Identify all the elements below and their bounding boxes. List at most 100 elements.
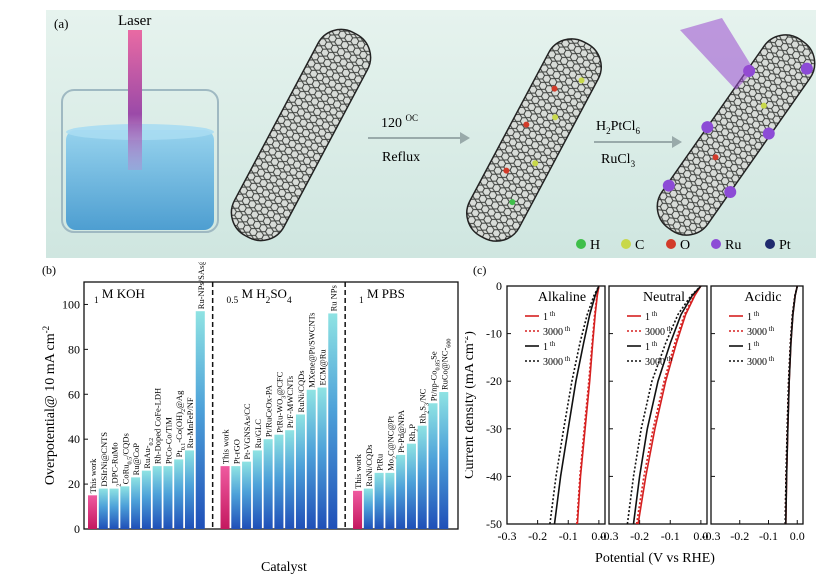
legend-dot-c bbox=[621, 239, 631, 249]
series-line bbox=[784, 285, 799, 525]
y-tick-label: 60 bbox=[68, 387, 80, 401]
x-tick-label: -0.2 bbox=[528, 529, 547, 543]
x-tick-label: -0.2 bbox=[630, 529, 649, 543]
y-axis-label: Overpotential@ 10 mA cm-2 bbox=[41, 326, 58, 485]
x-tick-label: 0.0 bbox=[591, 529, 606, 543]
subplot-title: Alkaline bbox=[538, 290, 586, 305]
panel-b-label: (b) bbox=[42, 263, 56, 277]
bar bbox=[295, 414, 305, 529]
bar bbox=[417, 425, 427, 529]
legend-label-ru: Ru bbox=[725, 238, 741, 253]
y-tick-label: -40 bbox=[486, 469, 502, 483]
overpotential-chart: (b) 0 20 40 60 80 100 Overpotential@ 10 mA cm-2… bbox=[41, 238, 459, 575]
x-tick-label: -0.3 bbox=[600, 529, 619, 543]
y-axis-label: Current density (mA cm-2) bbox=[465, 331, 477, 479]
bar bbox=[396, 454, 406, 529]
series-line bbox=[635, 285, 702, 525]
x-axis-label: Catalyst bbox=[261, 560, 307, 574]
arrow-step-2 bbox=[594, 136, 682, 148]
bar bbox=[252, 450, 262, 529]
bar-label: Pt-rGO bbox=[231, 439, 241, 464]
polarization-curves: (c) Current density (mA cm-2) 0 -10 -20 -30 -4… bbox=[460, 263, 805, 566]
bar-label: This work bbox=[221, 429, 231, 464]
series-line bbox=[576, 285, 600, 525]
element-legend: H C O Ru Pt bbox=[576, 238, 791, 253]
bar bbox=[263, 439, 273, 529]
legend-label-c: C bbox=[635, 238, 644, 253]
bar-label: RuCo@NC-600 bbox=[439, 339, 452, 390]
subplot-frame bbox=[710, 285, 804, 525]
legend-label-o: O bbox=[680, 238, 690, 253]
subplot-frame bbox=[506, 285, 606, 525]
group-title: 1 M PBS bbox=[359, 286, 405, 306]
panel-b-bar-chart: (b) 0 20 40 60 80 100 Overpotential@ 10 mA cm-2… bbox=[40, 238, 460, 575]
bar-label: DSIrNi@CNTS bbox=[99, 432, 109, 487]
bar-label: Pt/RuCeOx-PA bbox=[264, 384, 274, 437]
step-1-condition: 120 OC bbox=[381, 113, 418, 131]
bar bbox=[98, 488, 108, 529]
subplot-title: Acidic bbox=[744, 290, 781, 305]
bar-label: Pt-VGNSAs/CC bbox=[242, 403, 252, 460]
bar-label: Rh2S3/NC bbox=[418, 388, 431, 423]
bar-label: PtRu bbox=[375, 453, 385, 471]
x-tick-label: -0.1 bbox=[661, 529, 680, 543]
laser-cone bbox=[680, 18, 754, 90]
bar bbox=[131, 477, 141, 529]
step-2-reagent-1: H2PtCl6 bbox=[596, 119, 641, 136]
bar bbox=[374, 472, 384, 529]
x-tick-label: -0.2 bbox=[730, 529, 749, 543]
x-tick-label: 0.0 bbox=[693, 529, 708, 543]
bar bbox=[317, 387, 327, 529]
bar bbox=[328, 313, 338, 529]
bar-label: This work bbox=[88, 458, 98, 493]
y-tick-label: 40 bbox=[68, 432, 80, 446]
nanotube-pristine bbox=[230, 28, 372, 242]
bar-label: Ru NPs bbox=[328, 285, 338, 311]
y-tick-label: -20 bbox=[486, 374, 502, 388]
panel-c-label: (c) bbox=[473, 263, 486, 277]
bar-label: Rh-Doped CoFe-LDH bbox=[153, 388, 163, 464]
legend-label-pt: Pt bbox=[779, 238, 791, 253]
bar-label: Ru-NPs/SAs@N-TC bbox=[196, 262, 206, 309]
series-line bbox=[632, 285, 702, 525]
y-tick-label: -10 bbox=[486, 327, 502, 341]
x-tick-label: -0.1 bbox=[559, 529, 578, 543]
step-2-reagent-2: RuCl3 bbox=[601, 152, 636, 169]
synthesis-schematic: (a) Laser 120 OC Reflux H2PtCl6 RuCl3 bbox=[46, 10, 816, 258]
legend-dot-pt bbox=[765, 239, 775, 249]
y-tick-label: 80 bbox=[68, 342, 80, 356]
bar bbox=[353, 490, 363, 529]
y-tick-label: 0 bbox=[496, 279, 502, 293]
bar bbox=[439, 392, 449, 529]
series-line bbox=[553, 285, 600, 525]
bar bbox=[242, 461, 252, 529]
legend-label-h: H bbox=[590, 238, 600, 253]
laser-beam bbox=[128, 30, 142, 170]
x-tick-label: -0.3 bbox=[702, 529, 721, 543]
bar bbox=[152, 466, 162, 529]
bar-label: Pt/F-MWCNTs bbox=[285, 376, 295, 428]
bar bbox=[428, 403, 438, 529]
bar-label: Ru/GLC bbox=[253, 419, 263, 449]
bar bbox=[120, 486, 130, 529]
bar bbox=[406, 443, 416, 529]
bar bbox=[174, 459, 184, 529]
bar-label: Mo2C@NC@Pt bbox=[385, 415, 398, 471]
bar bbox=[285, 430, 295, 529]
step-1-method: Reflux bbox=[382, 150, 420, 165]
bar-label: RuNi/CQDs bbox=[296, 370, 306, 412]
bar bbox=[274, 434, 284, 529]
laser-label: Laser bbox=[118, 13, 151, 29]
x-tick-label: -0.3 bbox=[498, 529, 517, 543]
bar bbox=[109, 488, 119, 529]
bar bbox=[363, 488, 373, 529]
bar-label: CoRu0.5/CQDs bbox=[120, 433, 133, 484]
nanotube-loaded bbox=[656, 34, 816, 236]
bar bbox=[163, 466, 173, 529]
bar-label: PtRu-WO3@CFC bbox=[274, 371, 287, 432]
bar-label: MXene@Pt/SWCNTs bbox=[307, 313, 317, 388]
bar-label: ECM@Ru bbox=[318, 349, 328, 386]
y-tick-label: -30 bbox=[486, 422, 502, 436]
bar bbox=[306, 389, 316, 529]
legend-dot-h bbox=[576, 239, 586, 249]
